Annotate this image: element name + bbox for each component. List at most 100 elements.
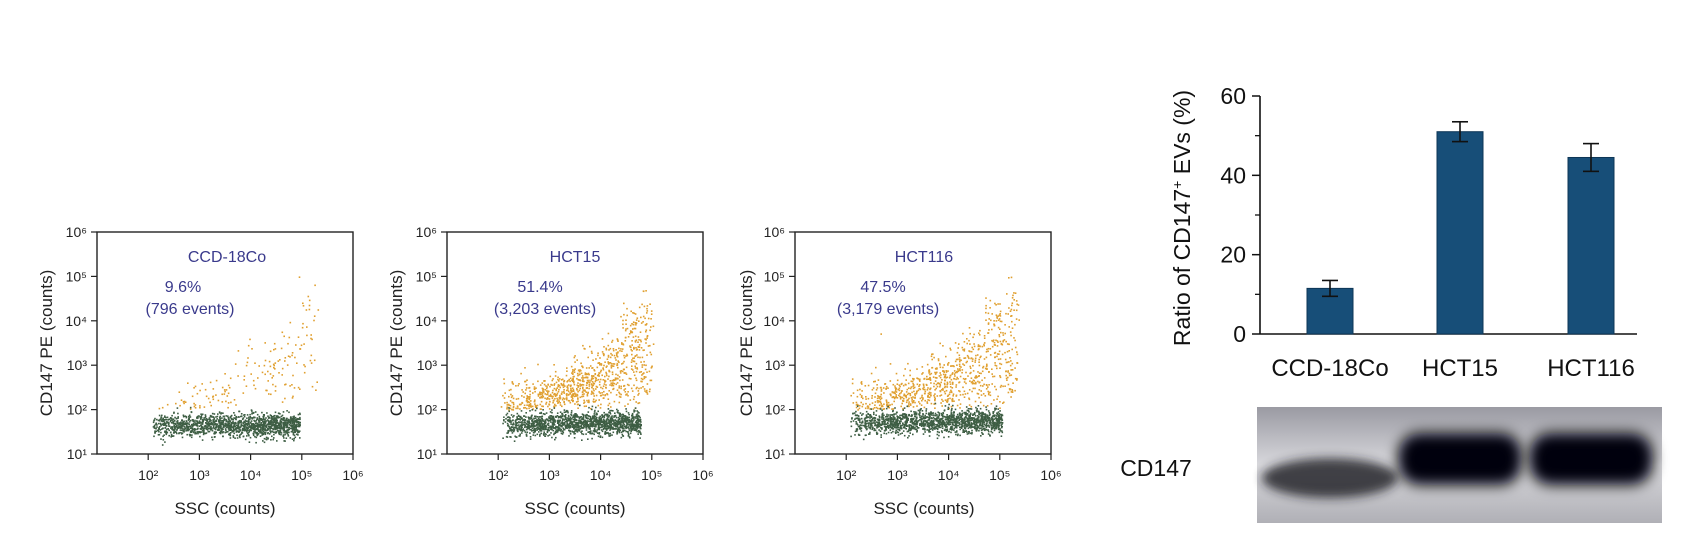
x-tick-label: 10³: [189, 467, 210, 483]
scatter-point-positive: [585, 373, 588, 375]
scatter-point-positive: [1005, 377, 1008, 380]
scatter-point-positive: [612, 348, 615, 350]
scatter-point-positive: [878, 397, 881, 399]
scatter-point-negative: [280, 423, 282, 425]
scatter-point-negative: [218, 424, 221, 427]
scatter-point-positive: [983, 383, 985, 386]
scatter-point-negative: [521, 426, 523, 429]
scatter-point-negative: [528, 418, 530, 420]
scatter-point-positive: [964, 378, 967, 380]
scatter-point-positive: [999, 362, 1001, 365]
y-tick-label: 10²: [417, 402, 438, 418]
scatter-point-negative: [297, 421, 299, 423]
scatter-point-negative: [293, 420, 296, 422]
scatter-point-positive: [517, 397, 520, 400]
scatter-point-negative: [517, 430, 519, 433]
scatter-point-positive: [891, 403, 893, 406]
scatter-point-negative: [295, 426, 298, 428]
scatter-point-negative: [545, 428, 547, 431]
scatter-point-negative: [554, 438, 556, 441]
scatter-point-positive: [540, 400, 543, 403]
scatter-point-negative: [616, 411, 619, 413]
scatter-point-negative: [534, 430, 536, 433]
scatter-point-negative: [235, 422, 237, 425]
scatter-point-positive: [588, 383, 591, 386]
scatter-point-negative: [254, 422, 257, 424]
scatter-point-positive: [612, 384, 615, 387]
scatter-point-positive: [531, 405, 534, 408]
scatter-point-negative: [257, 429, 260, 431]
scatter-point-negative: [563, 423, 566, 426]
scatter-point-positive: [561, 384, 564, 387]
scatter-point-positive: [624, 329, 627, 332]
scatter-point-negative: [211, 429, 214, 432]
scatter-point-positive: [317, 309, 320, 311]
scatter-point-negative: [614, 423, 616, 425]
scatter-point-negative: [568, 417, 570, 420]
scatter-point-negative: [238, 419, 241, 422]
scatter-point-negative: [267, 432, 269, 435]
scatter-point-positive: [297, 386, 300, 389]
scatter-point-positive: [873, 407, 876, 409]
scatter-point-positive: [978, 364, 981, 367]
scatter-point-negative: [197, 428, 199, 430]
scatter-point-positive: [860, 401, 862, 404]
scatter-point-positive: [166, 403, 169, 406]
scatter-point-positive: [295, 344, 297, 346]
scatter-point-negative: [207, 430, 210, 433]
scatter-point-positive: [631, 353, 633, 356]
scatter-point-positive: [945, 377, 947, 379]
scatter-point-positive: [966, 338, 968, 340]
scatter-point-positive: [566, 370, 568, 372]
scatter-point-positive: [632, 360, 635, 363]
scatter-point-negative: [629, 425, 632, 427]
y-tick-label: 10³: [67, 357, 88, 373]
scatter-point-positive: [287, 342, 289, 345]
scatter-point-negative: [224, 425, 227, 427]
scatter-point-negative: [617, 426, 619, 429]
scatter-point-negative: [518, 426, 520, 428]
scatter-point-negative: [263, 424, 266, 427]
scatter-point-negative: [181, 436, 184, 439]
scatter-point-positive: [624, 372, 627, 374]
scatter-point-negative: [610, 428, 612, 430]
scatter-point-positive: [582, 395, 585, 398]
scatter-point-positive: [592, 359, 594, 361]
scatter-point-positive: [1008, 372, 1011, 375]
scatter-point-positive: [272, 383, 274, 386]
scatter-point-positive: [861, 390, 863, 392]
scatter-point-positive: [925, 378, 928, 381]
scatter-point-negative: [280, 420, 283, 423]
scatter-point-negative: [552, 429, 555, 432]
scatter-point-negative: [638, 431, 640, 433]
scatter-point-positive: [996, 316, 998, 318]
scatter-point-positive: [977, 393, 980, 395]
scatter-point-negative: [620, 436, 623, 439]
scatter-point-negative: [562, 422, 565, 424]
scatter-point-positive: [1000, 343, 1003, 345]
scatter-point-negative: [241, 432, 243, 434]
scatter-point-negative: [519, 419, 522, 421]
scatter-point-negative: [610, 421, 613, 424]
scatter-point-negative: [576, 414, 578, 416]
scatter-point-negative: [510, 430, 513, 432]
scatter-point-positive: [506, 408, 508, 410]
scatter-point-positive: [642, 378, 644, 381]
scatter-point-negative: [227, 422, 230, 425]
scatter-point-negative: [626, 419, 628, 421]
scatter-point-positive: [1008, 388, 1011, 390]
scatter-point-negative: [195, 423, 198, 426]
scatter-point-negative: [246, 429, 249, 431]
scatter-point-positive: [558, 384, 561, 387]
scatter-point-positive: [1002, 334, 1005, 336]
scatter-point-positive: [243, 375, 246, 377]
scatter-point-positive: [643, 377, 646, 380]
scatter-point-negative: [159, 429, 162, 431]
scatter-point-positive: [944, 373, 947, 376]
scatter-point-negative: [207, 427, 210, 430]
scatter-point-negative: [299, 424, 301, 426]
scatter-point-positive: [261, 371, 264, 374]
scatter-point-positive: [313, 359, 316, 362]
scatter-point-negative: [263, 424, 265, 426]
scatter-point-negative: [250, 426, 252, 429]
